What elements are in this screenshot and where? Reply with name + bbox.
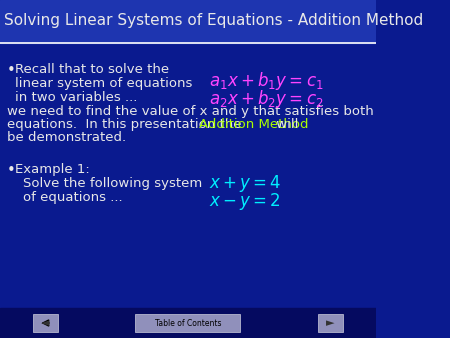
Text: $x - y = 2$: $x - y = 2$ bbox=[209, 191, 281, 212]
Text: ►: ► bbox=[326, 318, 335, 328]
Text: Addition Method: Addition Method bbox=[198, 118, 308, 131]
Text: linear system of equations: linear system of equations bbox=[15, 77, 193, 90]
FancyBboxPatch shape bbox=[318, 314, 343, 332]
Bar bbox=[0, 308, 376, 338]
Text: ◄: ◄ bbox=[41, 318, 50, 328]
Text: will: will bbox=[272, 118, 298, 131]
FancyBboxPatch shape bbox=[32, 314, 58, 332]
Text: Solving Linear Systems of Equations - Addition Method: Solving Linear Systems of Equations - Ad… bbox=[4, 14, 423, 28]
Text: $a_2x + b_2y = c_2$: $a_2x + b_2y = c_2$ bbox=[209, 88, 323, 110]
Text: in two variables ...: in two variables ... bbox=[15, 91, 137, 104]
Text: of equations ...: of equations ... bbox=[23, 191, 123, 204]
Text: Recall that to solve the: Recall that to solve the bbox=[15, 63, 169, 76]
Text: Solve the following system: Solve the following system bbox=[23, 177, 203, 190]
Text: we need to find the value of x and y that satisfies both: we need to find the value of x and y tha… bbox=[7, 105, 374, 118]
FancyBboxPatch shape bbox=[135, 314, 240, 332]
Bar bbox=[0, 0, 376, 43]
Text: •: • bbox=[7, 163, 15, 178]
Text: Example 1:: Example 1: bbox=[15, 163, 90, 176]
Text: •: • bbox=[7, 63, 15, 78]
Text: $x + y = 4$: $x + y = 4$ bbox=[209, 173, 281, 194]
Text: be demonstrated.: be demonstrated. bbox=[7, 131, 126, 144]
Text: equations.  In this presentation the: equations. In this presentation the bbox=[7, 118, 245, 131]
Text: Table of Contents: Table of Contents bbox=[154, 318, 221, 328]
Text: $a_1x + b_1y = c_1$: $a_1x + b_1y = c_1$ bbox=[209, 70, 323, 92]
